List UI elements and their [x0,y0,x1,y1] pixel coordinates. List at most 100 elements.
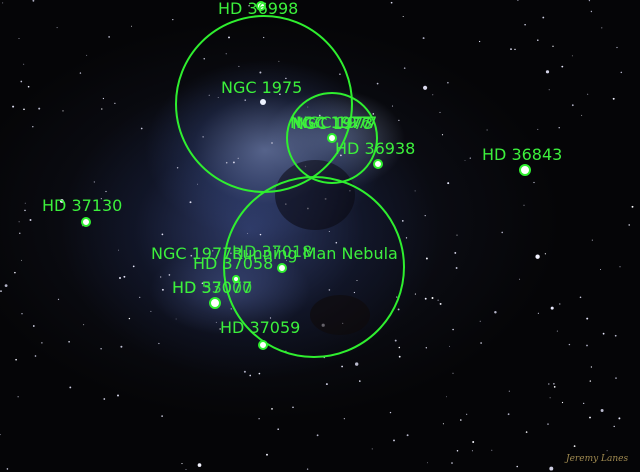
label-hd-36998: HD 36998 [218,0,299,18]
background-star [372,113,375,115]
background-star [119,277,121,279]
background-star [533,181,535,184]
background-star [14,271,16,274]
background-star [100,348,102,350]
label-ngc-1975: NGC 1975 [221,78,303,97]
background-star [19,232,21,234]
background-star [102,97,104,100]
background-star [398,346,401,349]
background-star [606,450,608,452]
background-star [339,73,341,75]
background-star [271,142,273,144]
background-star [59,199,64,203]
label-ngc-1977-dup: NGC 1977 [296,113,378,132]
background-star [471,450,473,452]
background-star [114,102,116,104]
label-hd-37058: HD 37058 [193,254,274,273]
background-star [353,291,356,294]
background-star [447,81,449,84]
background-star [571,104,574,107]
background-star [568,343,571,346]
background-star [537,128,539,130]
star-marker-hd37059 [258,340,268,350]
background-star [81,225,83,227]
background-star [17,396,19,398]
background-star [548,89,550,91]
background-star [335,241,338,244]
background-star [18,221,20,223]
background-star [161,415,163,417]
background-star [445,396,447,398]
background-star [62,110,64,112]
background-star [553,383,555,385]
background-star [286,259,288,261]
background-star [616,46,618,49]
label-ngc-1977: NGC 1977 [290,113,372,132]
background-star [325,383,328,386]
background-star [451,462,453,464]
label-ngc-1976: NGC 1976 [290,113,372,132]
background-star [181,463,183,465]
dust-lane [275,160,355,230]
background-star [581,114,583,116]
star-marker-ngc1977 [327,133,337,143]
background-star [68,340,70,343]
background-star [479,320,481,322]
background-star [494,310,497,314]
background-star [20,80,23,83]
background-star [586,317,589,320]
background-star [271,408,273,410]
background-star [452,328,454,331]
background-star [542,16,545,19]
background-star [556,330,558,332]
label-hd-37059: HD 37059 [220,318,301,337]
background-star [545,70,550,74]
background-star [237,157,239,159]
background-star [590,10,593,13]
background-star [100,198,102,200]
label-hd-53000: HD 53000 [172,278,253,297]
background-star [537,39,539,41]
background-star [403,67,406,69]
background-star [359,380,361,382]
background-star [561,65,564,68]
background-star [379,251,382,254]
background-star [238,258,241,260]
background-star [431,297,434,299]
background-star [32,125,34,128]
background-star [514,48,516,51]
background-star [586,344,588,347]
ngc-1973-circle [286,92,378,184]
background-star [619,266,621,268]
background-star [197,183,198,185]
star-marker-hd36843 [519,164,531,176]
background-star [4,284,8,287]
background-star [56,27,58,29]
running-man-circle [223,176,405,358]
background-star [259,233,262,236]
background-star [397,308,400,311]
background-star [439,111,441,113]
background-star [219,328,221,330]
background-star [24,209,26,212]
background-star [602,332,605,335]
background-star [356,280,358,281]
background-star [452,372,454,374]
background-star [12,105,15,108]
label-hd-36843: HD 36843 [482,145,563,164]
background-star [21,259,23,261]
background-star [480,342,482,344]
background-star [140,127,143,130]
background-star [583,402,585,404]
background-star [258,418,260,420]
star-marker-hd36938 [373,159,383,169]
background-star [139,296,141,299]
background-star [197,463,202,467]
background-star [424,297,427,300]
background-star [355,125,358,127]
background-star [123,275,126,278]
background-star [238,65,240,67]
background-star [599,268,602,271]
background-star [215,321,217,323]
